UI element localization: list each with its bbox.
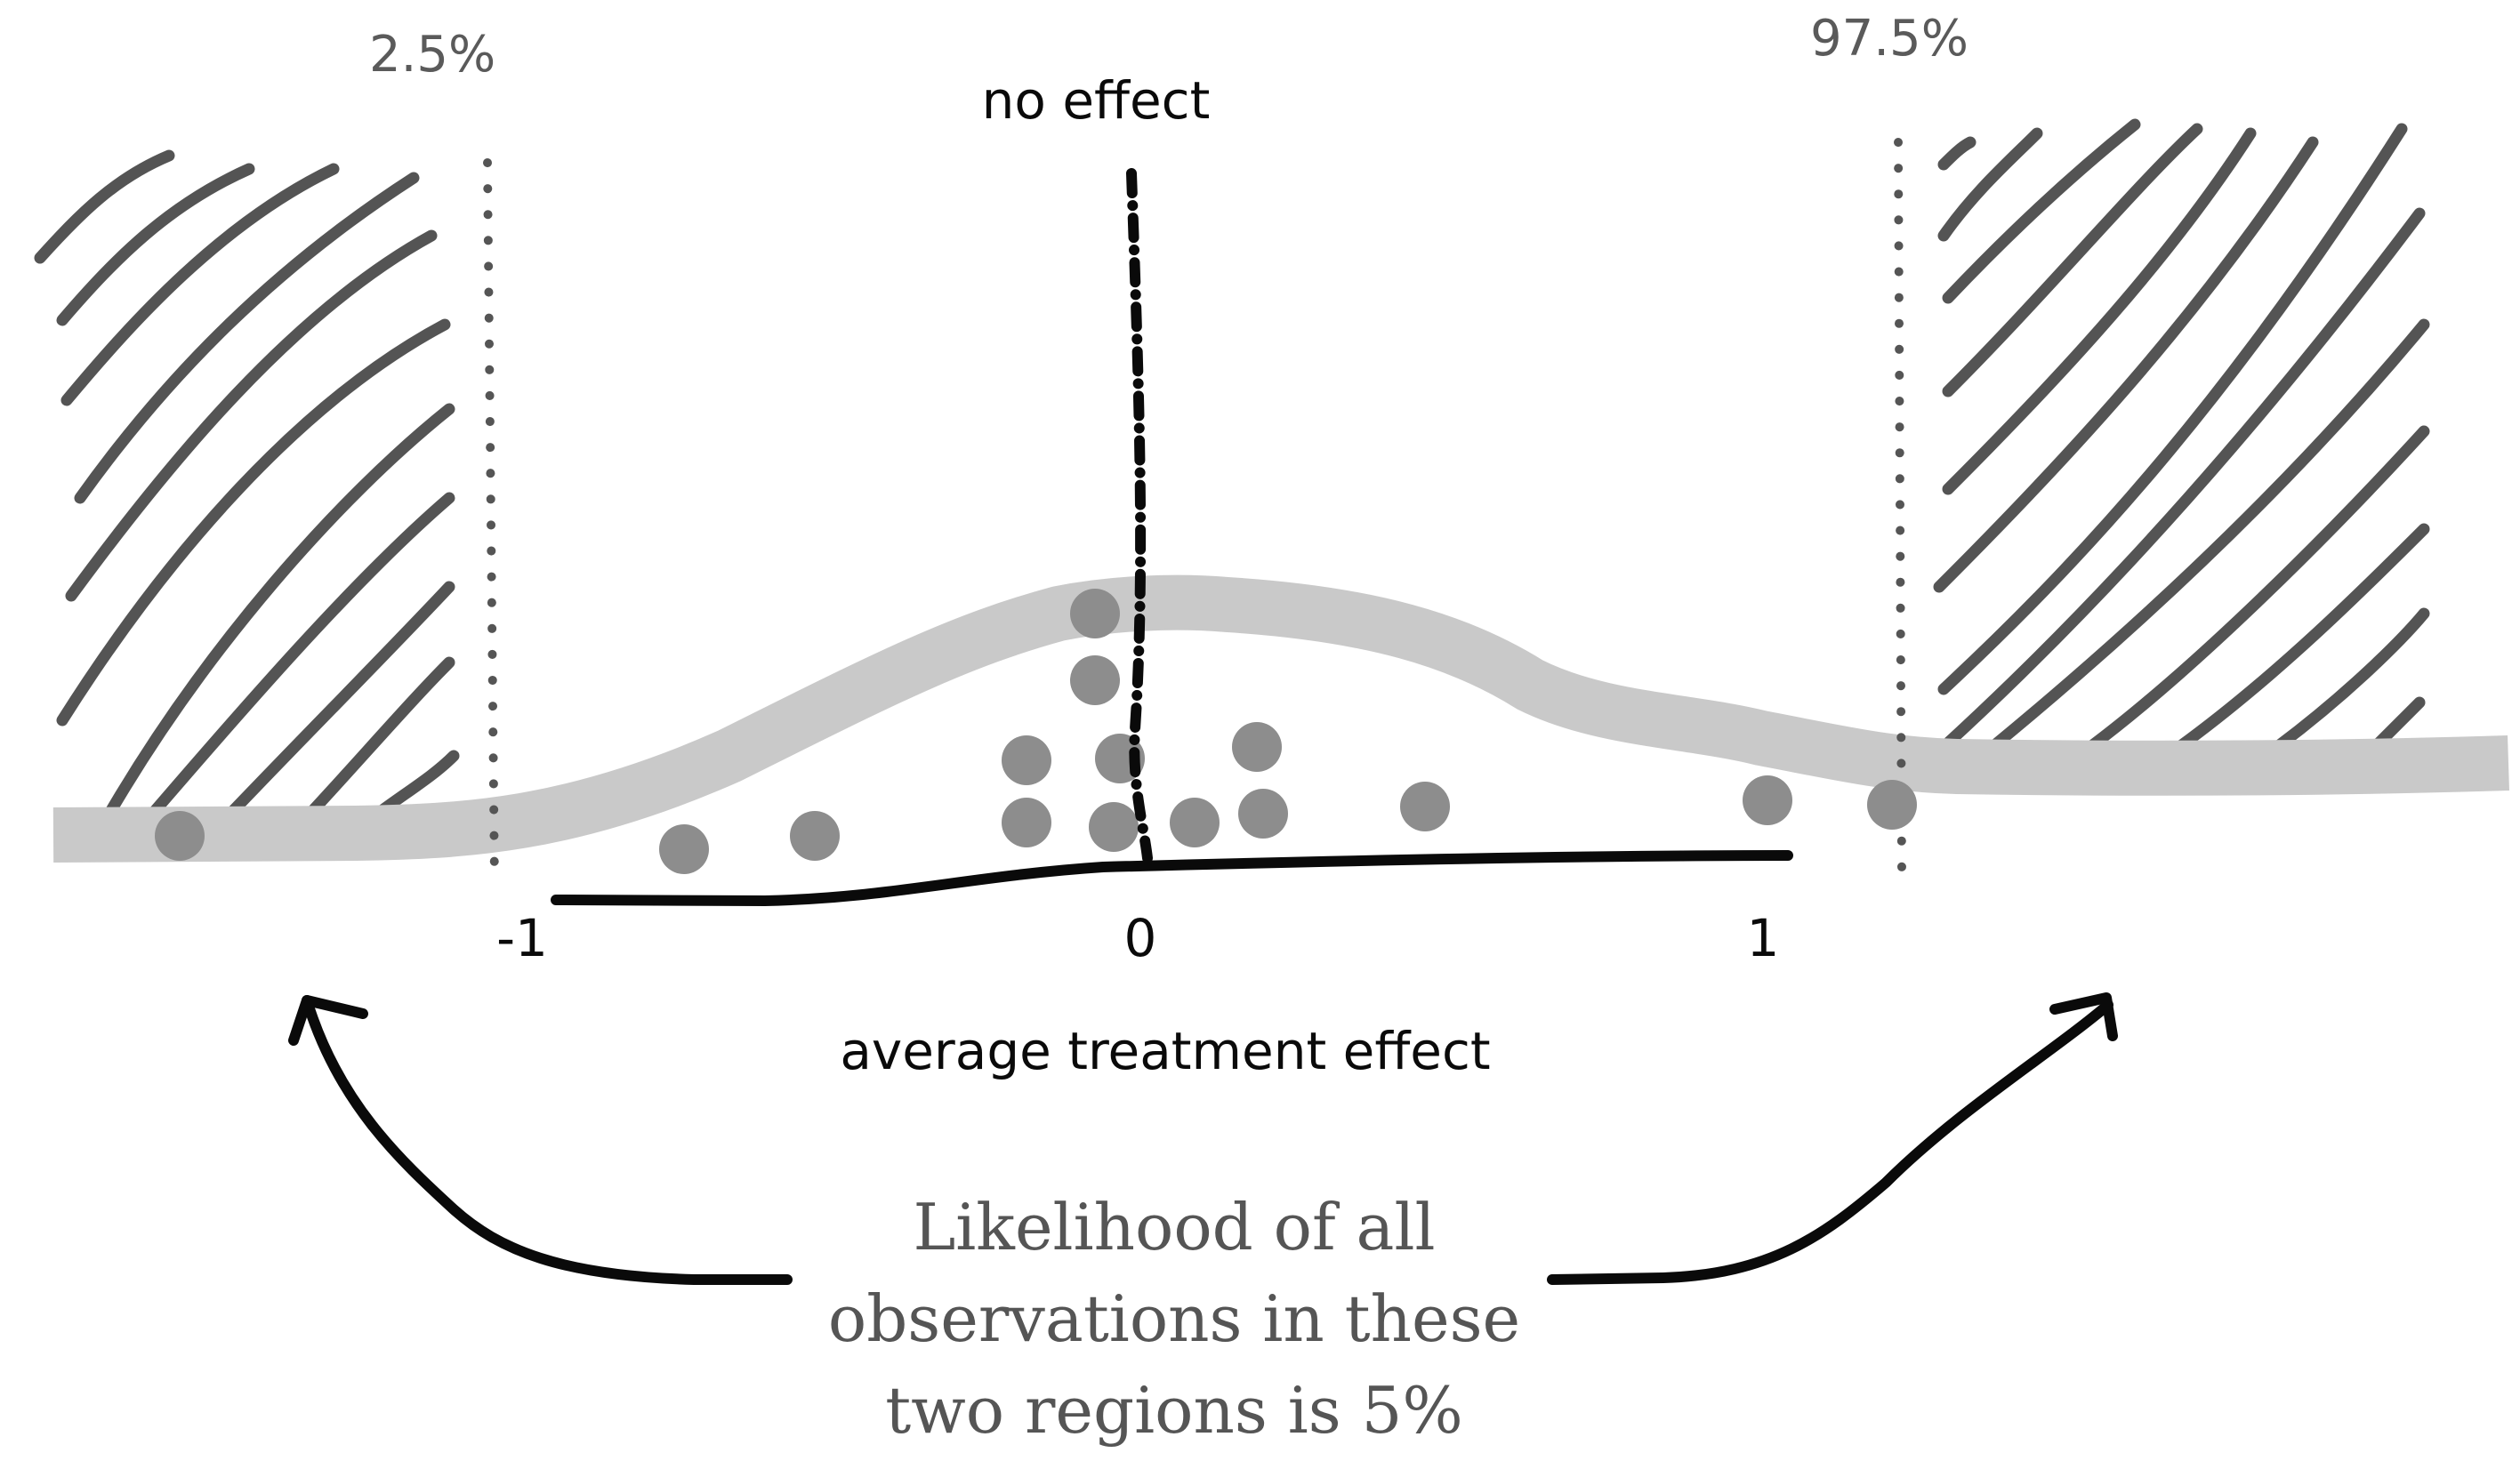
x-axis-title: average treatment effect: [840, 1021, 1490, 1081]
caption: Likelihood of all observations in these …: [828, 1190, 1520, 1448]
left-percentile-boundary: [483, 158, 499, 889]
x-axis-line: [551, 850, 1793, 907]
observation-dot: [790, 811, 840, 861]
observation-dot: [1238, 789, 1288, 839]
x-tick-label: 1: [1747, 908, 1780, 968]
no-effect-label: no effect: [982, 70, 1211, 131]
observation-dot: [1089, 802, 1139, 852]
density-curve-band: [52, 574, 2509, 863]
right-rejection-region-hatch: [1933, 118, 2430, 753]
observation-dot: [1400, 782, 1450, 831]
caption-line-2: observations in these: [828, 1281, 1520, 1356]
caption-line-3: two regions is 5%: [885, 1373, 1463, 1448]
observation-dot: [1070, 655, 1120, 705]
left-arrow-shaft: [302, 995, 793, 1285]
observation-dot: [1743, 775, 1792, 825]
left-percentile-label: 2.5%: [369, 26, 495, 84]
observation-dots: [155, 589, 1917, 874]
observation-dot: [1070, 589, 1120, 638]
observation-dot: [1867, 780, 1917, 830]
observation-dot: [1232, 722, 1282, 772]
observation-dot: [155, 811, 205, 861]
right-percentile-label: 97.5%: [1810, 10, 1968, 68]
observation-dot: [1002, 735, 1051, 785]
right-percentile-boundary: [1894, 138, 1906, 876]
caption-line-1: Likelihood of all: [913, 1190, 1435, 1264]
right-arrow-shaft: [1547, 999, 2113, 1285]
left-rejection-region-hatch: [34, 149, 460, 842]
arrows: [288, 992, 2118, 1285]
observation-dot: [1170, 798, 1220, 847]
observation-dot: [659, 824, 709, 874]
left-arrow-head: [288, 995, 368, 1046]
x-tick-label: -1: [496, 908, 548, 968]
observation-dot: [1002, 798, 1051, 847]
no-effect-line: [1126, 168, 1153, 863]
x-axis-ticks: -1 0 1: [496, 908, 1779, 968]
x-tick-label: 0: [1124, 908, 1157, 968]
right-arrow-head: [2049, 992, 2118, 1041]
